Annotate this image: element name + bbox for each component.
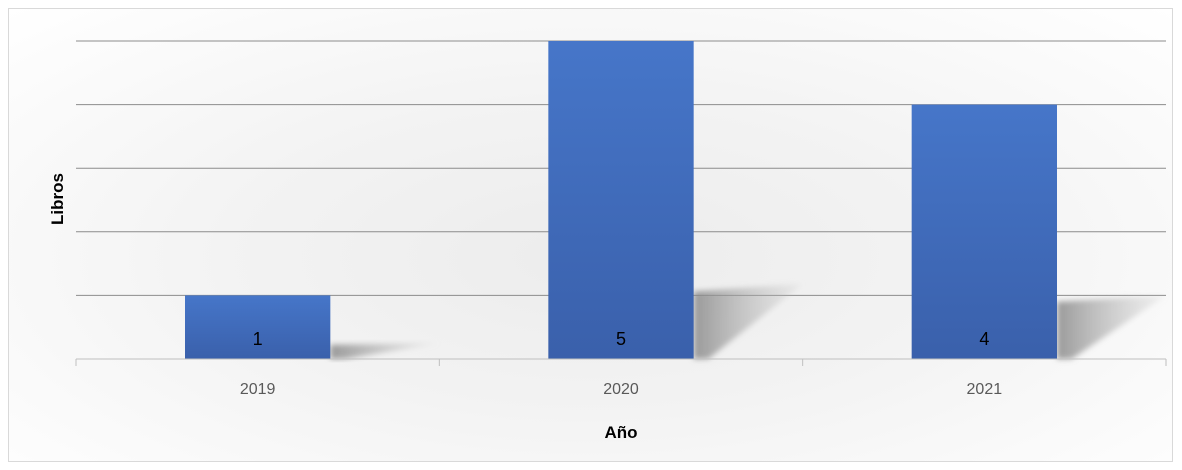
bar-shadows [330,284,1166,359]
data-label-2021: 4 [979,329,989,349]
bar-shadow [330,343,440,359]
bar-2020 [548,41,694,359]
y-axis-title: Libros [48,173,67,225]
x-tick-label-2020: 2020 [603,381,639,398]
x-axis-title: Año [604,423,637,442]
bars [185,41,1057,359]
bar-2021 [911,104,1057,359]
x-axis [75,358,1167,366]
x-tick-label-2019: 2019 [240,381,276,398]
labels: 1 2019 5 2020 4 2021 [240,329,1002,398]
bar-shadow [1057,295,1166,359]
data-label-2019: 1 [253,329,263,349]
bar-2019 [185,295,331,359]
x-tick-label-2021: 2021 [967,381,1003,398]
data-label-2020: 5 [616,329,626,349]
bar-shadow [693,284,803,359]
